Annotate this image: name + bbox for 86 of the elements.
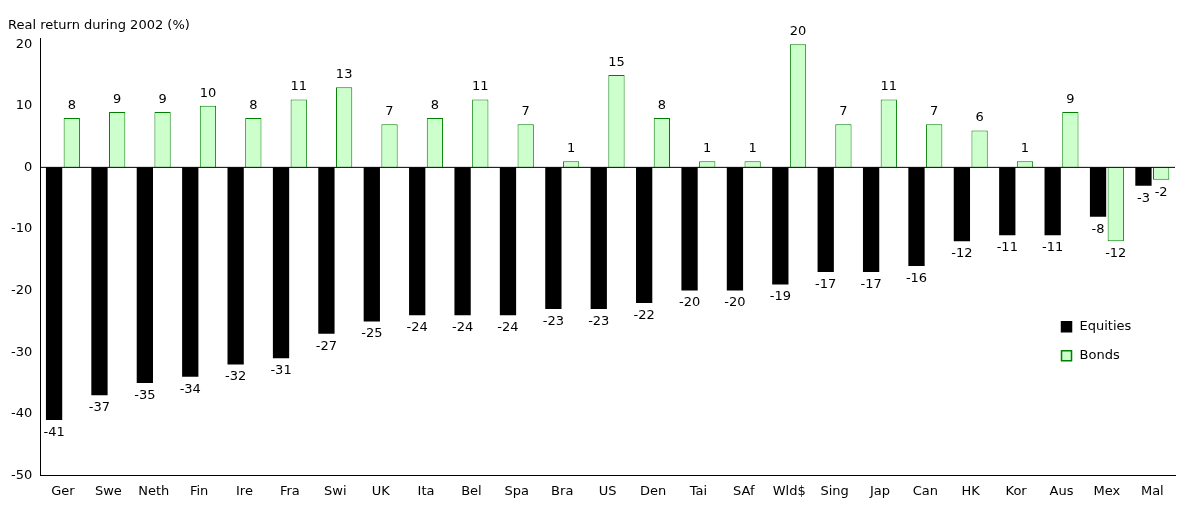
data-label: 15 xyxy=(608,53,625,69)
data-label: -25 xyxy=(361,325,383,341)
x-tick-label: Ger xyxy=(51,482,76,498)
x-tick-label: Kor xyxy=(1005,482,1028,498)
data-label: -17 xyxy=(860,275,882,291)
data-label: -20 xyxy=(724,294,746,310)
x-tick-label: Bel xyxy=(461,482,482,498)
data-label: 1 xyxy=(703,140,712,156)
data-label: -31 xyxy=(270,362,292,378)
x-tick-label: Tai xyxy=(688,482,708,498)
data-label: -24 xyxy=(406,319,428,335)
data-label: -16 xyxy=(905,269,928,285)
x-tick-label: Spa xyxy=(504,482,530,498)
data-label: 7 xyxy=(930,103,939,119)
y-tick-label: -30 xyxy=(11,343,33,359)
data-label: 8 xyxy=(657,96,666,112)
data-label: -11 xyxy=(1042,239,1064,255)
x-tick-label: Mal xyxy=(1140,482,1164,498)
legend-label: Bonds xyxy=(1079,347,1120,363)
y-tick-label: 0 xyxy=(23,158,33,174)
data-label: -17 xyxy=(815,275,837,291)
data-label: 8 xyxy=(249,96,258,112)
data-label: 11 xyxy=(880,78,898,94)
data-label: 20 xyxy=(789,23,807,39)
data-label: -12 xyxy=(951,245,973,261)
x-tick-label: UK xyxy=(371,482,391,498)
y-tick-label: -10 xyxy=(11,220,33,236)
x-tick-label: Mex xyxy=(1093,482,1121,498)
x-tick-label: Neth xyxy=(138,482,170,498)
data-label: -20 xyxy=(678,294,701,310)
data-label: 9 xyxy=(113,90,122,106)
data-label: -3 xyxy=(1136,189,1150,205)
data-label: -12 xyxy=(1105,245,1127,261)
x-tick-label: Aus xyxy=(1049,482,1074,498)
data-label: 11 xyxy=(472,78,489,94)
data-label: 1 xyxy=(1020,140,1030,156)
x-tick-label: US xyxy=(598,482,617,498)
y-tick-label: 20 xyxy=(15,35,33,51)
x-tick-label: Jap xyxy=(868,482,890,498)
x-tick-label: Wld$ xyxy=(772,482,806,498)
data-label: -34 xyxy=(179,380,201,396)
data-label: 10 xyxy=(199,84,217,100)
y-tick-label: 10 xyxy=(15,97,33,113)
data-label: 8 xyxy=(430,96,440,112)
y-tick-label: -40 xyxy=(11,405,33,421)
x-tick-label: Ire xyxy=(236,482,253,498)
data-label: 13 xyxy=(335,66,353,82)
data-label: -35 xyxy=(134,386,156,402)
data-label: -8 xyxy=(1091,220,1105,236)
data-label: 7 xyxy=(521,103,530,119)
legend-label: Equities xyxy=(1079,318,1132,334)
x-tick-label: Ita xyxy=(417,482,435,498)
data-label: 9 xyxy=(1066,90,1075,106)
y-tick-label: -20 xyxy=(11,281,33,297)
x-tick-label: SAf xyxy=(733,482,755,498)
x-tick-label: Den xyxy=(639,482,667,498)
data-label: 7 xyxy=(839,103,848,119)
data-label: 6 xyxy=(975,109,984,125)
data-label: 7 xyxy=(385,103,394,119)
x-tick-label: HK xyxy=(961,482,981,498)
data-label: 8 xyxy=(67,96,76,112)
x-tick-label: Can xyxy=(912,482,938,498)
y-tick-label: -50 xyxy=(11,466,33,482)
data-label: -37 xyxy=(88,399,111,415)
data-label: -41 xyxy=(43,423,65,439)
data-label: -32 xyxy=(225,368,247,384)
data-label: -23 xyxy=(588,312,610,328)
data-label: 11 xyxy=(290,78,308,94)
data-label: -11 xyxy=(996,239,1018,255)
x-tick-label: Swi xyxy=(324,482,347,498)
data-label: -23 xyxy=(542,312,564,328)
x-tick-label: Fin xyxy=(189,482,209,498)
data-label: -19 xyxy=(769,288,791,304)
data-label: -24 xyxy=(497,319,519,335)
data-label: -2 xyxy=(1154,183,1168,199)
data-label: -24 xyxy=(451,319,474,335)
x-tick-label: Swe xyxy=(94,482,122,498)
data-label: -27 xyxy=(315,337,338,353)
data-label: 1 xyxy=(566,140,576,156)
x-tick-label: Fra xyxy=(279,482,300,498)
data-label: 1 xyxy=(748,140,757,156)
data-label: 9 xyxy=(158,90,167,106)
x-tick-label: Bra xyxy=(551,482,574,498)
data-label: -22 xyxy=(633,306,655,322)
x-tick-label: Sing xyxy=(820,482,849,498)
y-axis-title: Real return during 2002 (%) xyxy=(8,16,190,32)
